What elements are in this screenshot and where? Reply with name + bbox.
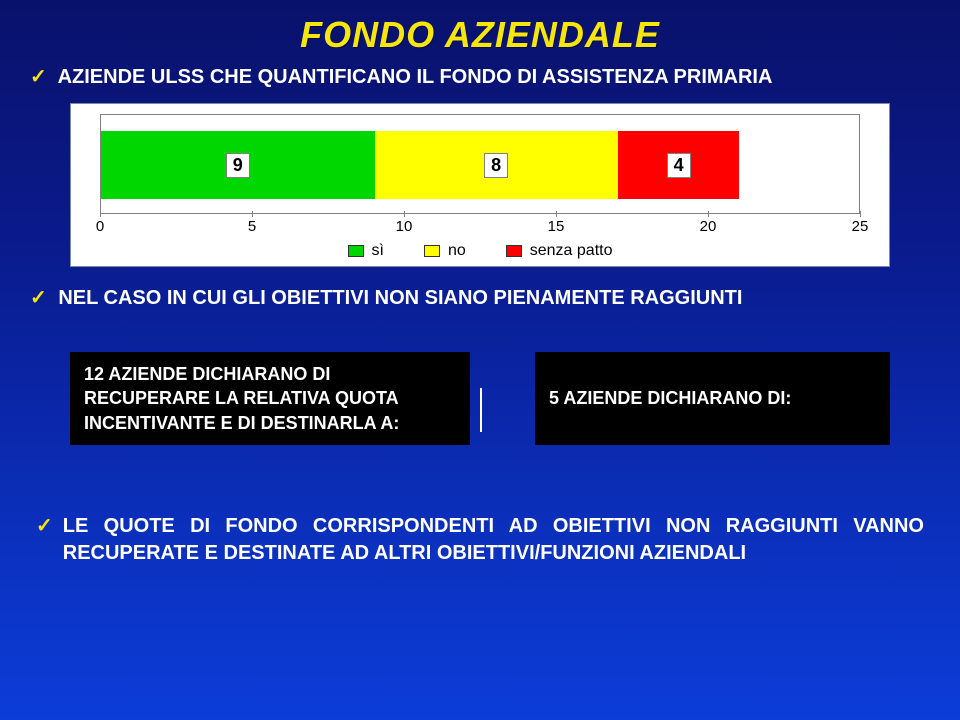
x-tick-5: 5 <box>248 218 256 235</box>
bullet-obiettivi: ✓ NEL CASO IN CUI GLI OBIETTIVI NON SIAN… <box>0 277 960 318</box>
x-tick-20: 20 <box>700 218 717 235</box>
legend-label-2: senza patto <box>530 242 613 260</box>
legend-item-1: no <box>424 242 466 260</box>
chart-legend: sì no senza patto <box>100 242 860 260</box>
bar-segment-0: 9 <box>101 131 375 199</box>
callout-12-aziende: 12 AZIENDE DICHIARANO DI RECUPERARE LA R… <box>70 352 470 445</box>
bullet-2-text: NEL CASO IN CUI GLI OBIETTIVI NON SIANO … <box>58 287 742 309</box>
callout-right-text: 5 AZIENDE DICHIARANO DI: <box>549 386 791 410</box>
bar-track: 9 8 4 <box>101 131 859 199</box>
chart-plot: 9 8 4 <box>100 114 860 214</box>
page-title: FONDO AZIENDALE <box>0 0 960 56</box>
connector-line <box>480 388 482 432</box>
x-tick-0: 0 <box>96 218 104 235</box>
check-icon: ✓ <box>30 66 53 88</box>
legend-item-0: sì <box>348 242 384 260</box>
legend-swatch-1 <box>424 245 440 257</box>
callout-left-line2: RECUPERARE LA RELATIVA QUOTA <box>84 386 456 410</box>
callout-left-line1: 12 AZIENDE DICHIARANO DI <box>84 362 456 386</box>
bar-segment-label-1: 8 <box>484 153 508 178</box>
x-tick-25: 25 <box>852 218 869 235</box>
bar-segment-2: 4 <box>618 131 740 199</box>
x-tick-10: 10 <box>396 218 413 235</box>
bar-segment-label-0: 9 <box>226 153 250 178</box>
check-icon: ✓ <box>30 287 53 309</box>
bullet-1-text: AZIENDE ULSS CHE QUANTIFICANO IL FONDO D… <box>58 66 773 88</box>
bar-segment-1: 8 <box>375 131 618 199</box>
legend-swatch-2 <box>506 245 522 257</box>
x-tick-15: 15 <box>548 218 565 235</box>
bar-segment-label-2: 4 <box>667 153 691 178</box>
legend-swatch-0 <box>348 245 364 257</box>
bullet-quote-fondo: ✓ LE QUOTE DI FONDO CORRISPONDENTI AD OB… <box>36 513 924 567</box>
chart-x-axis: 0510152025 <box>100 218 860 240</box>
callout-left-line3: INCENTIVANTE E DI DESTINARLA A: <box>84 411 456 435</box>
bullet-quantificano: ✓ AZIENDE ULSS CHE QUANTIFICANO IL FONDO… <box>0 56 960 97</box>
bullet-3-text: LE QUOTE DI FONDO CORRISPONDENTI AD OBIE… <box>63 513 924 567</box>
legend-item-2: senza patto <box>506 242 613 260</box>
legend-label-1: no <box>448 242 466 260</box>
chart-container: 9 8 4 0 5 10 15 20 25 sì no senza patto <box>70 103 890 267</box>
legend-label-0: sì <box>372 242 384 260</box>
callout-5-aziende: 5 AZIENDE DICHIARANO DI: <box>535 352 890 445</box>
check-icon: ✓ <box>36 513 53 567</box>
